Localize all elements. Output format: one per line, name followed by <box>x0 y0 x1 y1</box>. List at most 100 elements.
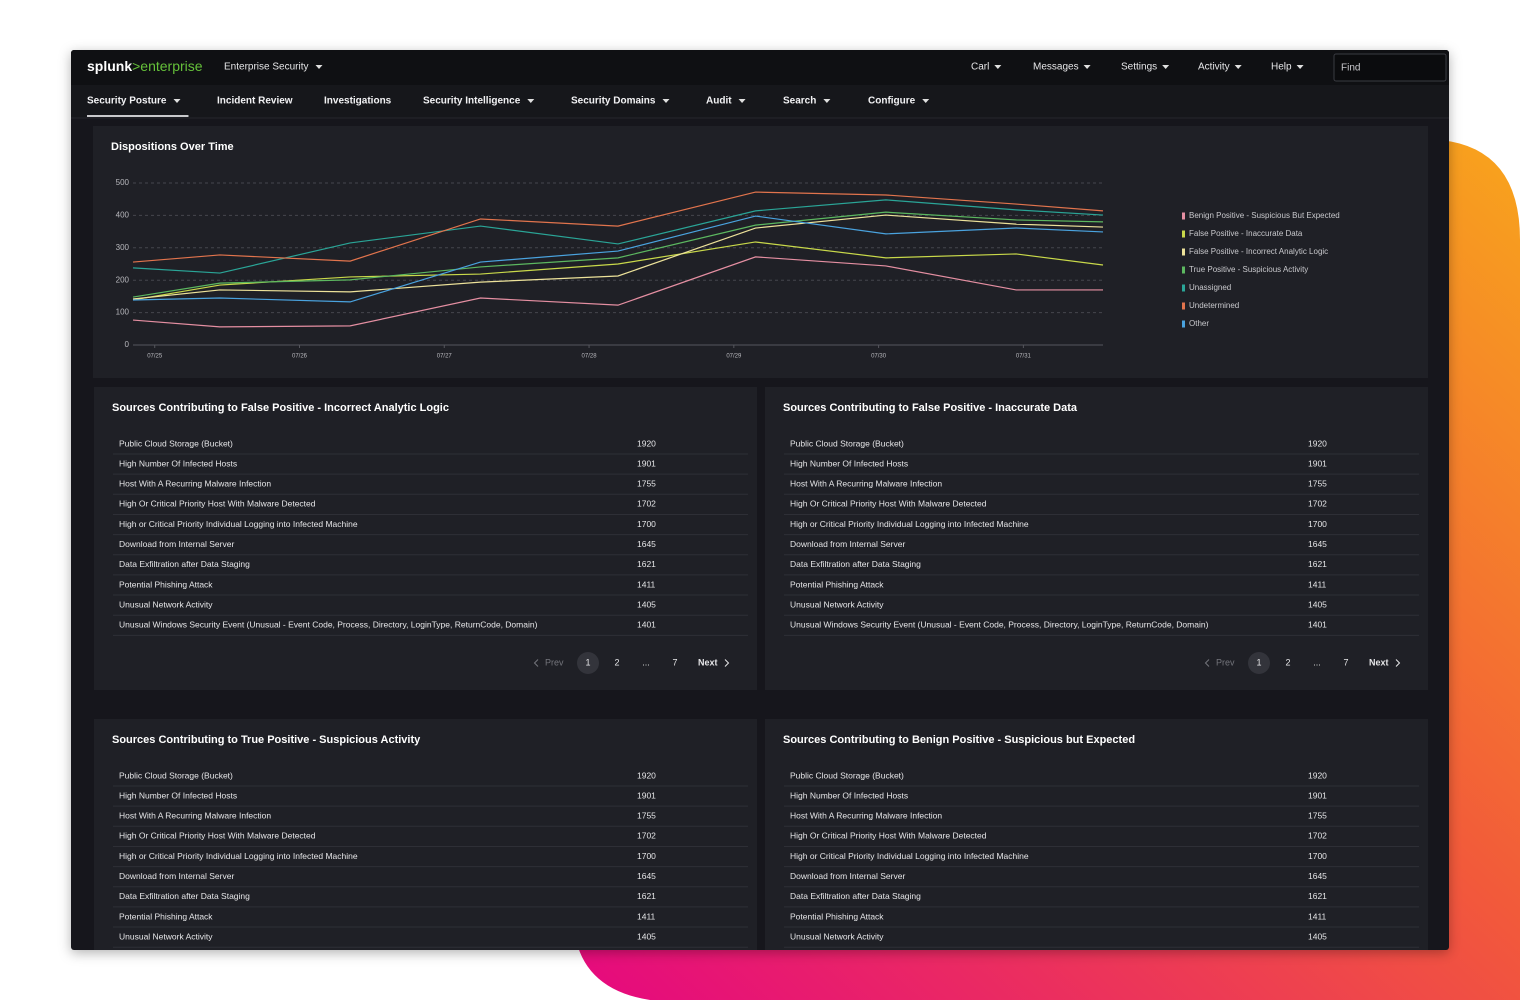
x-tick-label: 07/31 <box>1016 354 1032 360</box>
row-count: 1755 <box>637 479 656 489</box>
search-box[interactable] <box>1333 53 1447 82</box>
chevron-left <box>533 659 539 667</box>
menu-item[interactable]: Activity <box>1198 62 1230 73</box>
caret <box>527 99 535 103</box>
logo-splunk: splunk <box>87 58 132 74</box>
row-name: High or Critical Priority Individual Log… <box>790 851 1029 861</box>
page-link[interactable]: 7 <box>1343 657 1348 667</box>
row-name: High Or Critical Priority Host With Malw… <box>790 499 987 509</box>
x-tick-label: 07/27 <box>437 354 453 360</box>
legend-label[interactable]: Undetermined <box>1189 301 1239 310</box>
logo[interactable]: splunk>enterprise <box>87 58 203 74</box>
x-tick-label: 07/25 <box>147 354 163 360</box>
y-tick-label: 100 <box>116 308 130 317</box>
legend-label[interactable]: False Positive - Inaccurate Data <box>1189 229 1303 238</box>
row-name: High Number Of Infected Hosts <box>119 458 237 468</box>
page-link[interactable]: Next <box>1369 657 1389 667</box>
chevron-right <box>1395 659 1401 667</box>
table-panel <box>765 719 1428 950</box>
caret <box>1296 65 1304 69</box>
page-link[interactable]: ... <box>642 657 650 667</box>
row-count: 1401 <box>1308 620 1327 630</box>
legend-swatch <box>1182 212 1185 220</box>
row-count: 1901 <box>637 458 656 468</box>
nav-item[interactable]: Investigations <box>324 96 392 107</box>
row-count: 1901 <box>637 790 656 800</box>
row-name: Download from Internal Server <box>790 871 905 881</box>
caret <box>994 65 1002 69</box>
row-count: 1405 <box>1308 931 1327 941</box>
x-tick-label: 07/28 <box>582 354 598 360</box>
nav-item[interactable]: Search <box>783 96 816 107</box>
table-panel <box>765 387 1428 690</box>
row-count: 1401 <box>637 620 656 630</box>
legend-label[interactable]: True Positive - Suspicious Activity <box>1189 265 1308 274</box>
row-name: Public Cloud Storage (Bucket) <box>119 770 233 780</box>
nav-active-indicator <box>87 115 189 117</box>
page-link[interactable]: Next <box>698 657 718 667</box>
row-count: 1702 <box>637 831 656 841</box>
page-link[interactable]: ... <box>1313 657 1321 667</box>
row-name: Potential Phishing Attack <box>790 911 884 921</box>
row-count: 1920 <box>637 438 656 448</box>
legend-label[interactable]: Unassigned <box>1189 283 1231 292</box>
row-name: Download from Internal Server <box>790 539 905 549</box>
menu-item[interactable]: Settings <box>1121 62 1157 73</box>
page-link[interactable]: 2 <box>614 657 619 667</box>
page-link[interactable]: Prev <box>1216 657 1235 667</box>
legend-label[interactable]: Benign Positive - Suspicious But Expecte… <box>1189 211 1340 220</box>
legend-label[interactable]: Other <box>1189 319 1209 328</box>
x-tick-label: 07/29 <box>726 354 742 360</box>
menu-item[interactable]: Help <box>1271 62 1292 73</box>
row-count: 1700 <box>637 851 656 861</box>
page-link[interactable]: Prev <box>545 657 564 667</box>
row-count: 1405 <box>637 931 656 941</box>
row-count: 1645 <box>1308 871 1327 881</box>
row-count: 1405 <box>1308 599 1327 609</box>
menu-item[interactable]: Messages <box>1033 62 1079 73</box>
nav-item[interactable]: Security Posture <box>87 96 167 107</box>
legend-label[interactable]: False Positive - Incorrect Analytic Logi… <box>1189 247 1328 256</box>
page-link[interactable]: 1 <box>1256 657 1261 667</box>
row-name: Download from Internal Server <box>119 871 234 881</box>
table-title: Sources Contributing to False Positive -… <box>783 402 1078 414</box>
nav-item[interactable]: Incident Review <box>217 96 293 107</box>
row-count: 1645 <box>637 871 656 881</box>
row-count: 1700 <box>637 519 656 529</box>
legend-swatch <box>1182 248 1185 256</box>
row-name: Potential Phishing Attack <box>790 579 884 589</box>
row-name: Download from Internal Server <box>119 539 234 549</box>
row-count: 1621 <box>637 559 656 569</box>
caret <box>1162 65 1170 69</box>
nav-item[interactable]: Configure <box>868 96 916 107</box>
x-tick-label: 07/30 <box>871 354 887 360</box>
y-tick-label: 0 <box>125 340 130 349</box>
nav-item[interactable]: Security Domains <box>571 96 656 107</box>
chart-panel <box>93 126 1428 378</box>
series-line <box>132 256 1103 328</box>
series-line <box>132 214 1104 300</box>
row-name: Unusual Windows Security Event (Unusual … <box>119 620 538 630</box>
row-count: 1901 <box>1308 790 1327 800</box>
row-count: 1755 <box>1308 479 1327 489</box>
row-name: Data Exfiltration after Data Staging <box>119 559 250 569</box>
page-link[interactable]: 1 <box>585 657 590 667</box>
y-tick-label: 400 <box>116 211 130 220</box>
logo-enterprise: >enterprise <box>132 58 203 74</box>
table-title: Sources Contributing to Benign Positive … <box>783 734 1135 746</box>
nav-item[interactable]: Audit <box>706 96 732 107</box>
app-name[interactable]: Enterprise Security <box>224 62 308 73</box>
page-link[interactable]: 7 <box>672 657 677 667</box>
page-link[interactable]: 2 <box>1285 657 1290 667</box>
y-tick-label: 300 <box>116 243 130 252</box>
menu-item[interactable]: Carl <box>971 62 989 73</box>
row-name: Host With A Recurring Malware Infection <box>790 479 942 489</box>
row-count: 1411 <box>637 911 656 921</box>
row-name: Host With A Recurring Malware Infection <box>790 811 942 821</box>
series-line <box>132 215 1104 303</box>
row-count: 1700 <box>1308 851 1327 861</box>
row-count: 1755 <box>1308 811 1327 821</box>
nav-item[interactable]: Security Intelligence <box>423 96 521 107</box>
legend-swatch <box>1182 230 1185 238</box>
